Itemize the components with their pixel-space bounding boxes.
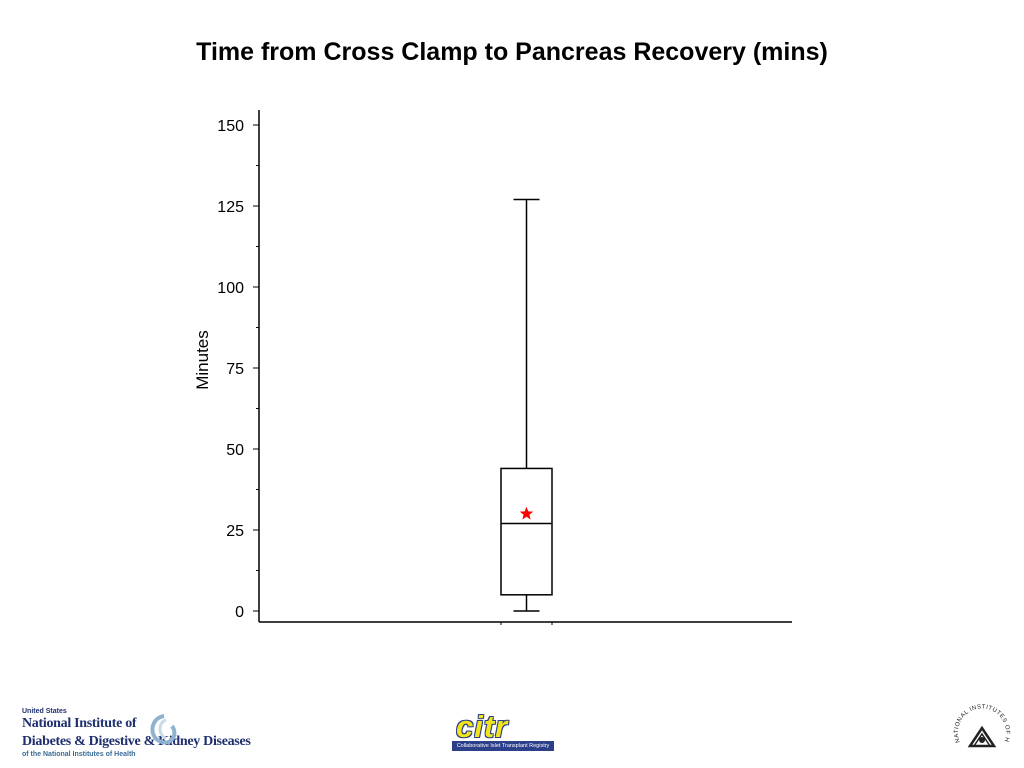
niddk-logo: United States National Institute of Diab… bbox=[22, 708, 262, 760]
y-tick-label: 75 bbox=[226, 361, 244, 378]
niddk-swirl-icon bbox=[150, 714, 177, 745]
niddk-country: United States bbox=[22, 708, 67, 715]
y-axis-label: Minutes bbox=[193, 330, 212, 390]
niddk-name-line1: National Institute of bbox=[22, 716, 137, 731]
nih-seal-icon: NATIONAL INSTITUTES OF HEALTH bbox=[952, 702, 1010, 748]
y-tick-label: 100 bbox=[217, 280, 244, 297]
svg-text:NATIONAL INSTITUTES OF HEALTH: NATIONAL INSTITUTES OF HEALTH bbox=[952, 702, 1010, 743]
y-tick-label: 0 bbox=[235, 604, 244, 621]
y-tick-label: 25 bbox=[226, 523, 244, 540]
citr-tagline: Collaborative Islet Transplant Registry bbox=[452, 741, 554, 751]
niddk-name-line2: Diabetes & Digestive & Kidney Diseases bbox=[22, 734, 251, 749]
y-tick-label: 150 bbox=[217, 118, 244, 135]
chart-title: Time from Cross Clamp to Pancreas Recove… bbox=[196, 38, 828, 66]
mean-marker bbox=[519, 506, 534, 520]
y-tick-label: 50 bbox=[226, 442, 244, 459]
citr-logo: citr Collaborative Islet Transplant Regi… bbox=[452, 711, 556, 753]
niddk-parent: of the National Institutes of Health bbox=[22, 751, 136, 758]
y-tick-label: 125 bbox=[217, 199, 244, 216]
nih-seal-text: NATIONAL INSTITUTES OF HEALTH bbox=[952, 702, 1010, 743]
citr-wordmark: citr bbox=[456, 709, 509, 744]
iqr-box bbox=[500, 467, 553, 596]
